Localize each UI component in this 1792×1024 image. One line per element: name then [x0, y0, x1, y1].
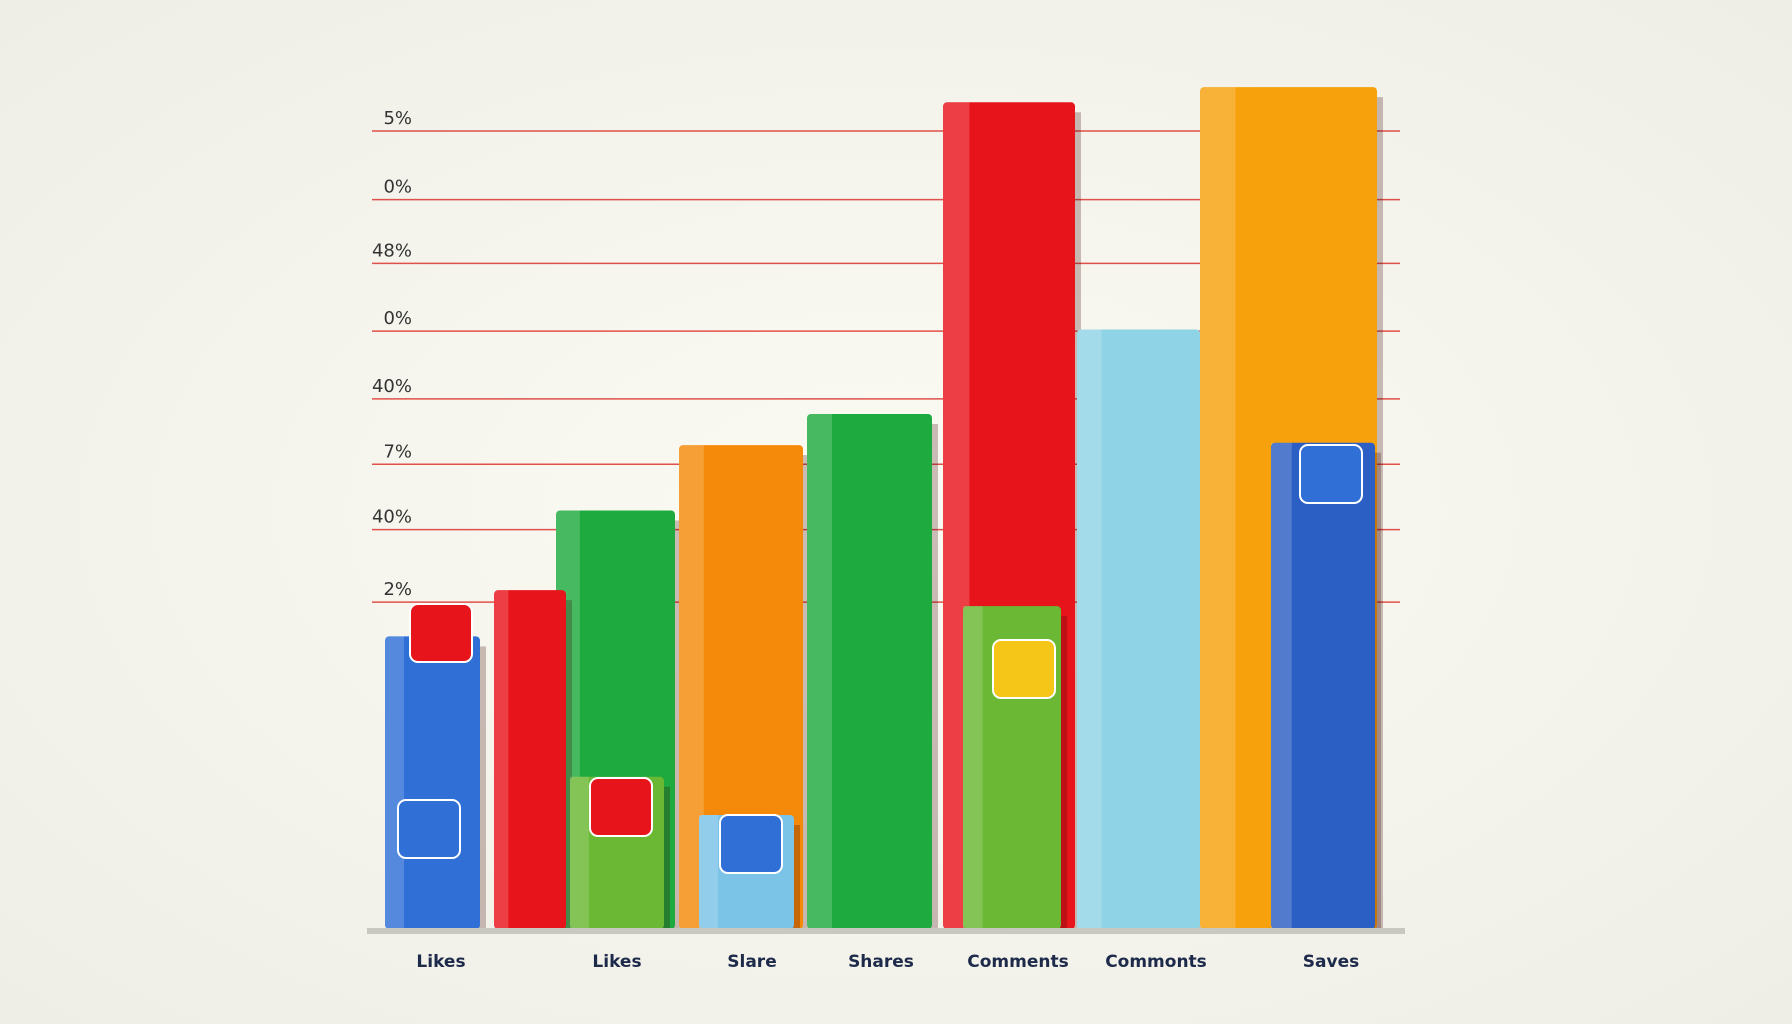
bar-side — [963, 606, 983, 929]
heart-icon — [409, 603, 473, 663]
y-tick-label: 2% — [383, 579, 412, 600]
bar-side — [1271, 442, 1292, 929]
y-tick-label: 0% — [383, 308, 412, 329]
x-tick-label: Saves — [1303, 952, 1359, 972]
bar-side — [570, 776, 589, 929]
bar-side — [494, 590, 509, 929]
bar-side — [1077, 329, 1102, 929]
like-icon — [397, 799, 461, 859]
bar — [679, 445, 803, 929]
heart-icon — [589, 777, 653, 837]
bar — [807, 413, 932, 929]
heart-icon — [992, 639, 1056, 699]
bar-side — [1200, 87, 1236, 930]
x-tick-label: Commonts — [1105, 952, 1207, 972]
x-tick-label: Comments — [967, 952, 1068, 972]
bar — [1271, 442, 1375, 929]
x-tick-label: Likes — [416, 952, 465, 972]
like-icon — [1299, 444, 1363, 504]
y-tick-label: 5% — [383, 108, 412, 129]
bar — [494, 590, 566, 929]
bar-side — [699, 814, 718, 929]
like-icon — [719, 814, 783, 874]
bar-side — [385, 636, 404, 929]
y-tick-label: 40% — [372, 507, 412, 528]
bar — [1077, 329, 1200, 929]
x-tick-label: Likes — [592, 952, 641, 972]
x-tick-label: Shares — [848, 952, 914, 972]
y-tick-label: 48% — [372, 240, 412, 261]
bar-side — [807, 413, 832, 929]
y-tick-label: 40% — [372, 376, 412, 397]
bars — [385, 87, 1383, 930]
x-tick-label: Slare — [727, 952, 776, 972]
labels: 5% 0% 48% 0% 40% 7% 40% 2% Likes Likes Slare Shares… — [372, 108, 1359, 972]
y-tick-label: 7% — [383, 441, 412, 462]
y-tick-label: 0% — [383, 177, 412, 198]
